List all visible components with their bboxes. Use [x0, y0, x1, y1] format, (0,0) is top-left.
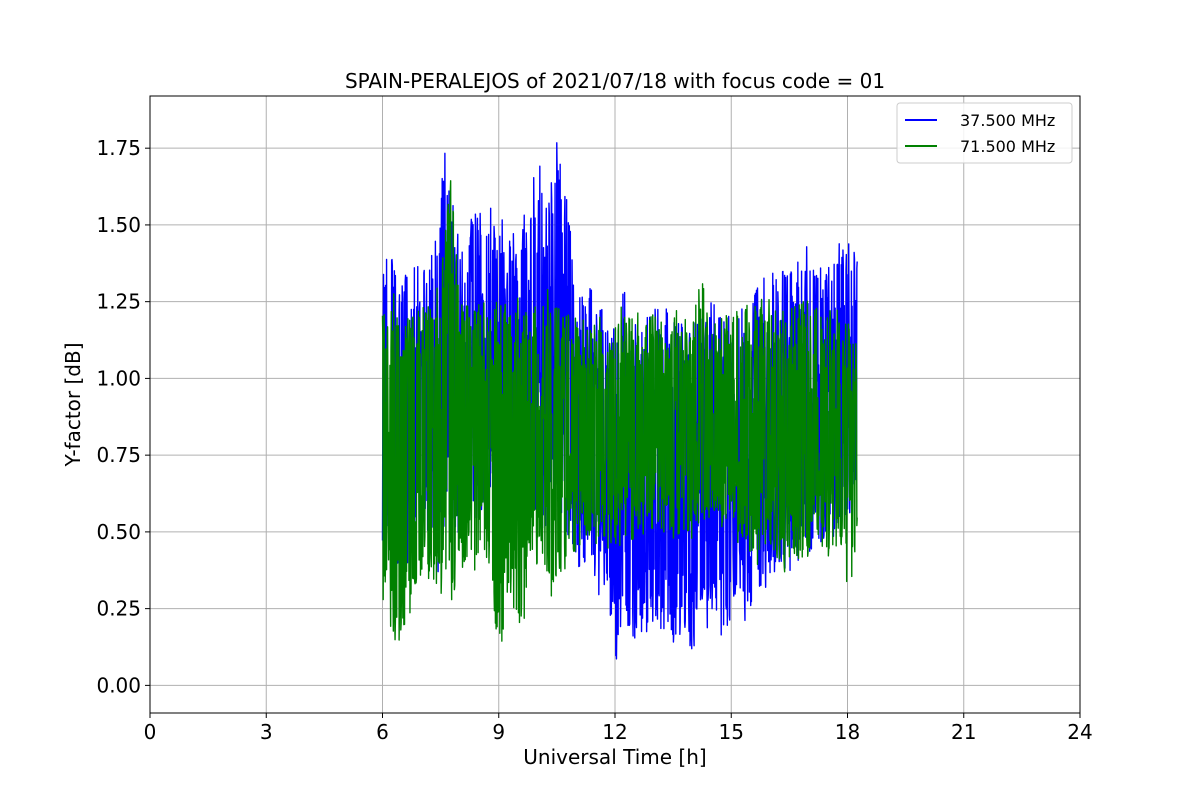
y-tick-label: 0.75 [96, 443, 141, 467]
x-tick-label: 18 [835, 720, 860, 744]
y-tick-label: 1.75 [96, 136, 141, 160]
x-tick-label: 24 [1067, 720, 1092, 744]
legend-label: 71.500 MHz [960, 137, 1055, 156]
x-tick-label: 12 [602, 720, 627, 744]
y-axis: 0.00 0.25 0.50 0.75 1.00 1.25 1.50 1.75 [96, 136, 150, 697]
legend-label: 37.500 MHz [960, 111, 1055, 130]
y-tick-label: 0.50 [96, 520, 141, 544]
x-tick-label: 15 [719, 720, 744, 744]
chart-title: SPAIN-PERALEJOS of 2021/07/18 with focus… [345, 69, 885, 93]
x-tick-label: 6 [376, 720, 389, 744]
x-tick-label: 21 [951, 720, 976, 744]
legend-box [896, 102, 1073, 164]
y-tick-label: 0.00 [96, 673, 141, 697]
x-tick-label: 0 [144, 720, 157, 744]
series-line-2 [381, 180, 858, 642]
y-tick-label: 1.50 [96, 213, 141, 237]
x-tick-label: 9 [492, 720, 505, 744]
x-axis-label: Universal Time [h] [523, 745, 706, 769]
y-tick-label: 1.00 [96, 366, 141, 390]
series-layer [381, 142, 858, 660]
y-tick-label: 1.25 [96, 290, 141, 314]
y-axis-label: Y-factor [dB] [61, 342, 85, 467]
legend: 37.500 MHz 71.500 MHz [896, 102, 1073, 164]
x-tick-label: 3 [260, 720, 273, 744]
y-tick-label: 0.25 [96, 597, 141, 621]
x-axis: 0 3 6 9 12 15 18 21 24 [144, 713, 1093, 744]
